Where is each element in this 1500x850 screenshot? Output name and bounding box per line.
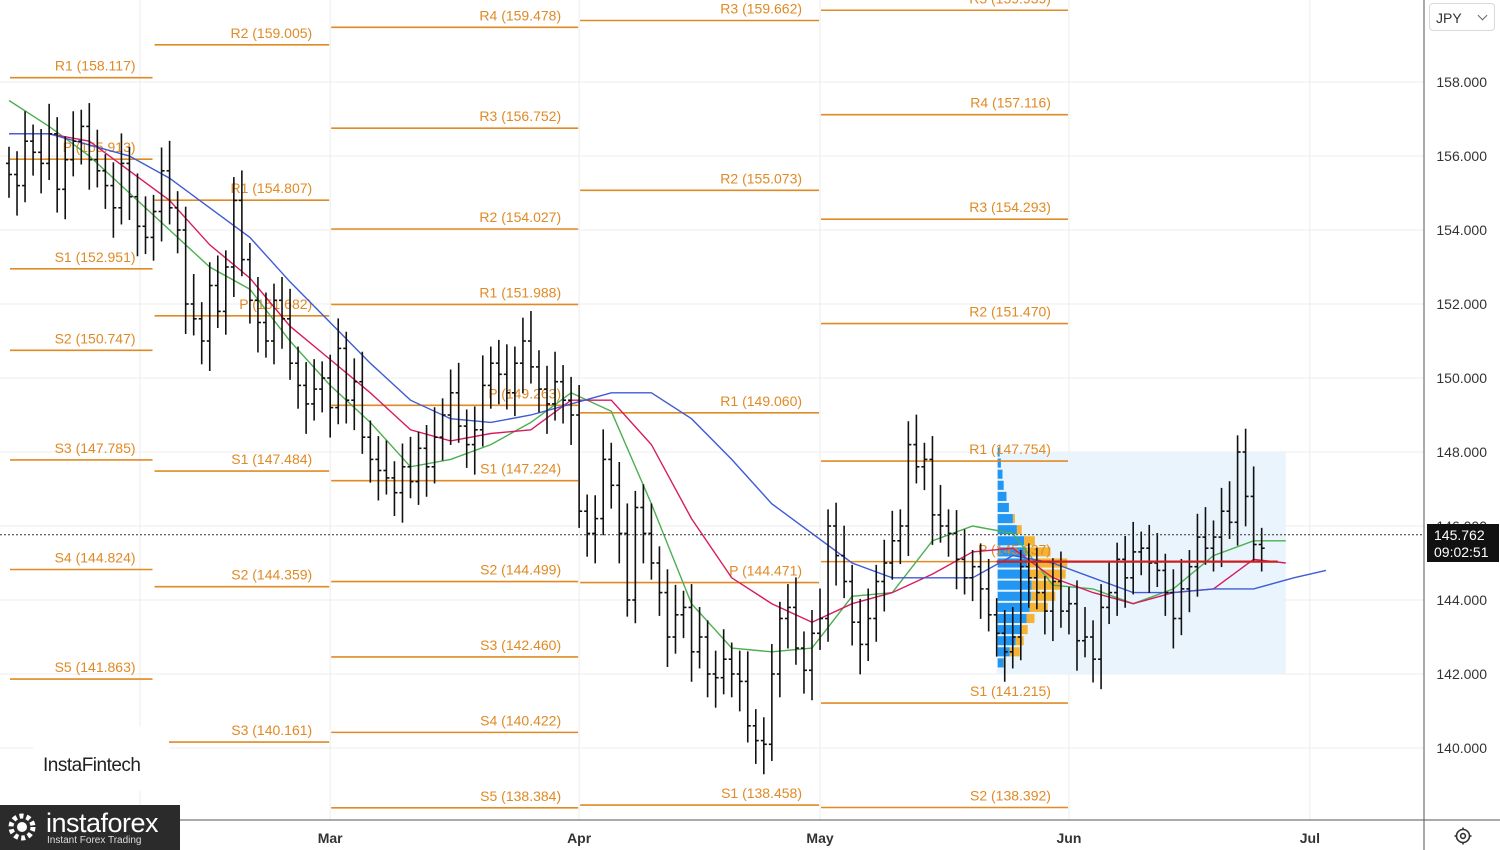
pivot-label-s1: S1 (141.215) xyxy=(970,683,1051,699)
vp-buy-bar xyxy=(997,591,1032,601)
pivot-label-r4: R4 (159.478) xyxy=(479,7,561,23)
ma-line-mid xyxy=(9,133,1286,623)
y-tick-label: 154.000 xyxy=(1436,222,1487,238)
pivot-label-s3: S3 (140.161) xyxy=(231,722,312,738)
vp-buy-bar xyxy=(997,525,1017,535)
current-price-tag: 145.762 09:02:51 xyxy=(1427,524,1499,562)
pivot-label-s4: S4 (144.824) xyxy=(55,550,136,566)
chart-overlay xyxy=(0,534,1424,563)
y-tick-label: 158.000 xyxy=(1436,74,1487,90)
pivot-label-r5: R5 (159.939) xyxy=(969,0,1051,6)
vp-buy-bar xyxy=(997,636,1016,646)
x-month-label: Apr xyxy=(567,830,592,846)
vp-sell-bar xyxy=(1012,514,1015,524)
vp-sell-bar xyxy=(1031,591,1056,601)
vp-sell-bar xyxy=(1009,647,1020,657)
ma-line-slow xyxy=(9,133,1327,594)
vp-sell-bar xyxy=(1031,580,1063,590)
pivot-label-s2: S2 (150.747) xyxy=(55,330,136,346)
symbol-label: JPY xyxy=(1436,10,1462,26)
pivot-label-s2: S2 (138.392) xyxy=(970,787,1051,803)
pivot-label-s1: S1 (138.458) xyxy=(721,785,802,801)
pivot-label-r2: R2 (151.470) xyxy=(969,304,1051,320)
vp-sell-bar xyxy=(1024,536,1035,546)
vp-sell-bar xyxy=(1021,625,1028,635)
pivot-label-r1: R1 (154.807) xyxy=(230,180,312,196)
pivot-label-s2: S2 (144.499) xyxy=(480,562,561,578)
pivot-label-r3: R3 (154.293) xyxy=(969,199,1051,215)
pivot-label-s4: S4 (140.422) xyxy=(480,712,561,728)
vp-sell-bar xyxy=(1027,558,1068,568)
vp-buy-bar xyxy=(997,536,1025,546)
y-tick-label: 150.000 xyxy=(1436,370,1487,386)
current-price: 145.762 xyxy=(1434,527,1485,543)
vp-buy-bar xyxy=(997,647,1010,657)
pivot-label-r2: R2 (155.073) xyxy=(720,170,802,186)
ohlc-bars xyxy=(6,103,1265,775)
vp-buy-bar xyxy=(997,458,1001,468)
pivot-label-s3: S3 (147.785) xyxy=(55,440,136,456)
vp-buy-bar xyxy=(997,480,1004,490)
pivot-label-s5: S5 (138.384) xyxy=(480,788,561,804)
pivot-label-r1: R1 (149.060) xyxy=(720,393,802,409)
x-month-label: Mar xyxy=(318,830,343,846)
vp-sell-bar xyxy=(1029,602,1048,612)
x-month-label: Jul xyxy=(1300,830,1320,846)
vp-buy-bar xyxy=(997,447,1000,457)
pivot-label-s5: S5 (141.863) xyxy=(55,659,136,675)
instaforex-tagline: Instant Forex Trading xyxy=(47,835,142,846)
pivot-label-r4: R4 (157.116) xyxy=(970,95,1051,111)
pivot-label-s3: S3 (142.460) xyxy=(480,637,561,653)
vp-buy-bar xyxy=(997,658,1004,668)
y-tick-label: 148.000 xyxy=(1436,444,1487,460)
pivot-label-s2: S2 (144.359) xyxy=(231,567,312,583)
instaforex-logo: instaforex Instant Forex Trading xyxy=(0,805,180,850)
vp-sell-bar xyxy=(1026,547,1051,557)
pivot-label-r1: R1 (151.988) xyxy=(479,284,561,300)
vp-buy-bar xyxy=(997,502,1009,513)
y-tick-label: 152.000 xyxy=(1436,296,1487,312)
pivot-label-r1: R1 (158.117) xyxy=(55,58,136,74)
vp-buy-bar xyxy=(997,514,1013,524)
vp-buy-bar xyxy=(997,547,1027,557)
pivot-label-s1: S1 (147.484) xyxy=(231,451,312,467)
pivot-levels: R1 (158.117)P (155.913)S1 (152.951)S2 (1… xyxy=(10,0,1068,809)
bar-countdown: 09:02:51 xyxy=(1434,544,1489,560)
vp-buy-bar xyxy=(997,569,1030,579)
pivot-label-r2: R2 (154.027) xyxy=(479,209,561,225)
x-month-label: Jun xyxy=(1057,830,1082,846)
instafintech-logo: InstaFintech xyxy=(33,727,169,791)
instafintech-wordmark: InstaFintech xyxy=(43,755,141,776)
pivot-label-r3: R3 (159.662) xyxy=(720,1,802,17)
y-tick-label: 144.000 xyxy=(1436,592,1487,608)
y-tick-label: 142.000 xyxy=(1436,666,1487,682)
vp-buy-bar xyxy=(997,625,1022,635)
y-tick-label: 156.000 xyxy=(1436,148,1487,164)
pivot-label-s1: S1 (147.224) xyxy=(480,461,561,477)
vp-buy-bar xyxy=(997,469,1003,479)
chevron-down-icon xyxy=(1477,10,1488,21)
pivot-label-r2: R2 (159.005) xyxy=(230,25,312,41)
vp-buy-bar xyxy=(997,558,1028,568)
pivot-label-r1: R1 (147.754) xyxy=(969,441,1051,457)
symbol-selector[interactable]: JPY xyxy=(1429,3,1495,31)
vp-sell-bar xyxy=(1016,525,1022,535)
vp-sell-bar xyxy=(1015,636,1024,646)
vp-buy-bar xyxy=(997,580,1032,590)
pivot-label-r3: R3 (156.752) xyxy=(479,108,561,124)
chart-grid xyxy=(0,0,1424,820)
settings-gear-icon[interactable] xyxy=(1453,826,1473,846)
instaforex-logo-icon xyxy=(8,813,36,841)
vp-sell-bar xyxy=(1026,613,1035,624)
vp-buy-bar xyxy=(997,491,1007,501)
pivot-label-p: P (144.471) xyxy=(729,563,802,579)
instaforex-wordmark: instaforex xyxy=(46,808,159,838)
x-month-label: May xyxy=(806,830,833,846)
pivot-label-s1: S1 (152.951) xyxy=(55,249,136,265)
vp-buy-bar xyxy=(997,602,1030,612)
y-tick-label: 140.000 xyxy=(1436,740,1487,756)
